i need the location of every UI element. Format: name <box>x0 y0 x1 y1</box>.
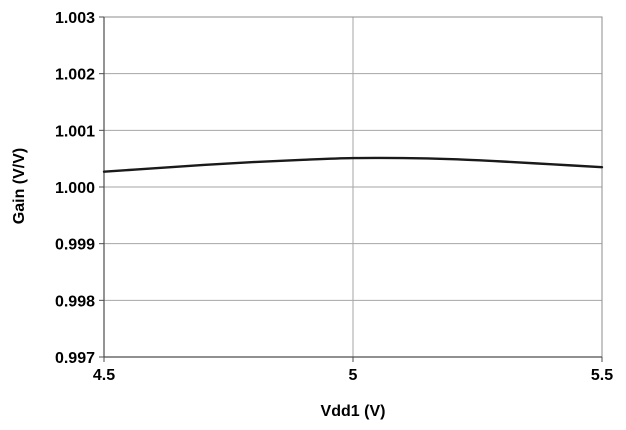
y-tick-label: 1.003 <box>55 10 95 27</box>
y-tick-label: 1.002 <box>55 67 95 84</box>
y-tick-labels: 0.997 0.998 0.999 1.000 1.001 1.002 1.003 <box>55 10 95 367</box>
gain-series-line <box>102 156 604 173</box>
y-tick-label: 1.001 <box>55 123 95 140</box>
plot-frame <box>99 16 603 362</box>
x-tick-label: 5.5 <box>591 367 613 384</box>
series-layer <box>102 156 604 173</box>
x-tick-labels: 4.5 5 5.5 <box>93 367 613 384</box>
grid-lines <box>104 17 602 357</box>
x-tick-label: 5 <box>349 367 358 384</box>
y-tick-label: 1.000 <box>55 180 95 197</box>
y-tick-label: 0.999 <box>55 237 95 254</box>
x-axis-title: Vdd1 (V) <box>321 403 386 420</box>
y-tick-label: 0.997 <box>55 350 95 367</box>
y-tick-label: 0.998 <box>55 293 95 310</box>
x-tick-label: 4.5 <box>93 367 115 384</box>
y-axis-title: Gain (V/V) <box>11 148 28 224</box>
